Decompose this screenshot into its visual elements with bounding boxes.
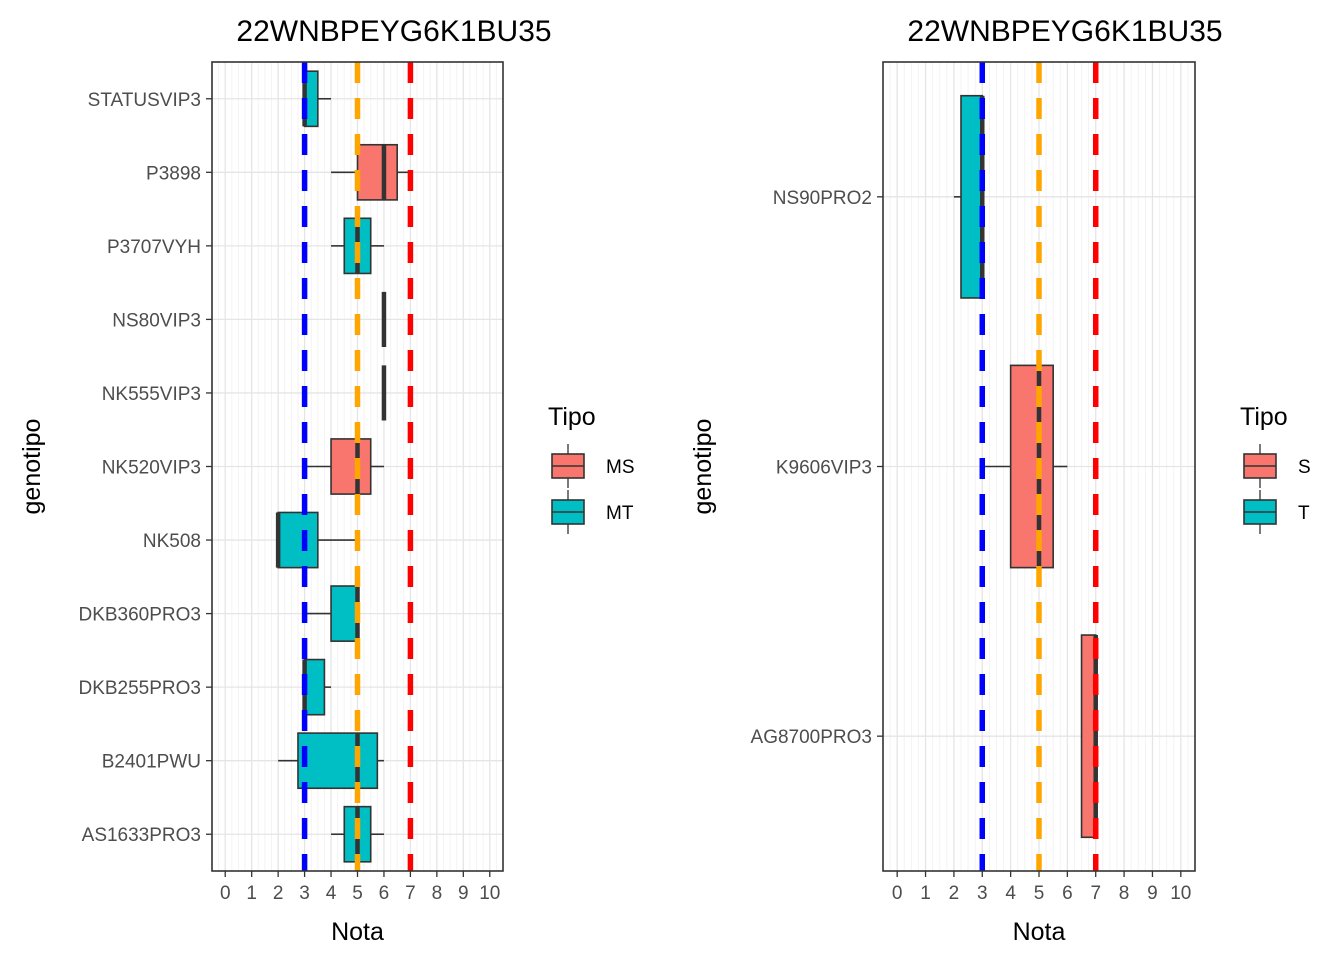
x-tick-label: 4 [1005, 883, 1016, 904]
x-tick-label: 1 [246, 883, 257, 904]
right-panel: NS90PRO2 K9606VIP3 AG8700PRO3 0 1 2 3 4 5 6 7 8 9 10 2… [689, 15, 1311, 946]
x-tick-label: 9 [1147, 883, 1158, 904]
y-axis-title: genotipo [18, 419, 46, 515]
x-tick-label: 7 [405, 883, 416, 904]
box-NS90PRO2 [953, 94, 985, 299]
y-tick-label: DKB360PRO3 [78, 605, 201, 626]
chart-title: 22WNBPEYG6K1BU35 [907, 15, 1222, 48]
box-body [277, 511, 319, 569]
x-tick-label: 7 [1090, 883, 1101, 904]
box-AG8700PRO3 [1080, 634, 1098, 839]
box-body [356, 143, 398, 201]
legend-label-T: T [1298, 503, 1310, 524]
box-body [303, 658, 326, 716]
x-tick-label: 10 [1170, 883, 1191, 904]
y-tick-label: NS80VIP3 [112, 310, 201, 331]
box-NK508 [275, 511, 358, 569]
y-axis-title: genotipo [689, 419, 717, 515]
chart-title: 22WNBPEYG6K1BU35 [236, 15, 551, 48]
y-tick-label: P3707VYH [107, 237, 201, 258]
x-tick-label: 0 [220, 883, 231, 904]
y-tick-label: NS90PRO2 [773, 188, 872, 209]
box-body [330, 438, 372, 495]
left-panel: STATUSVIP3 P3898 P3707VYH NS80VIP3 NK555VIP3… [18, 15, 635, 946]
x-axis-title: Nota [331, 918, 384, 946]
box-body [1009, 364, 1054, 569]
y-tick-label: NK508 [143, 531, 201, 552]
legend: Tipo S T [1240, 403, 1311, 534]
x-tick-label: 9 [458, 883, 469, 904]
y-tick-label: P3898 [146, 163, 201, 184]
y-tick-label: K9606VIP3 [776, 458, 872, 479]
box-body [960, 94, 984, 299]
y-tick-label: NK520VIP3 [102, 458, 201, 479]
x-axis-title: Nota [1013, 918, 1066, 946]
x-tick-label: 10 [479, 883, 500, 904]
x-tick-label: 4 [326, 883, 337, 904]
legend-label-MS: MS [606, 457, 635, 478]
x-tick-label: 5 [1034, 883, 1045, 904]
x-tick-label: 5 [352, 883, 363, 904]
legend-label-MT: MT [606, 503, 634, 524]
x-tick-label: 6 [1062, 883, 1073, 904]
legend: Tipo MS MT [548, 403, 635, 534]
x-tick-label: 2 [273, 883, 284, 904]
x-tick-label: 8 [1119, 883, 1130, 904]
x-tick-label: 8 [432, 883, 443, 904]
box-body [297, 732, 379, 790]
x-tick-label: 6 [379, 883, 390, 904]
y-tick-label: B2401PWU [102, 752, 201, 773]
box-body [330, 585, 359, 642]
legend-label-S: S [1298, 457, 1311, 478]
legend-title: Tipo [1240, 403, 1288, 431]
x-tick-label: 3 [977, 883, 988, 904]
legend-title: Tipo [548, 403, 596, 431]
x-tick-label: 1 [920, 883, 931, 904]
y-tick-label: AG8700PRO3 [751, 727, 872, 748]
x-tick-label: 3 [299, 883, 310, 904]
x-tick-label: 2 [949, 883, 960, 904]
y-tick-label: STATUSVIP3 [88, 90, 201, 111]
y-tick-label: NK555VIP3 [102, 384, 201, 405]
y-tick-label: DKB255PRO3 [78, 678, 201, 699]
box-P3898 [331, 143, 411, 201]
x-tick-label: 0 [892, 883, 903, 904]
y-tick-label: AS1633PRO3 [82, 825, 201, 846]
